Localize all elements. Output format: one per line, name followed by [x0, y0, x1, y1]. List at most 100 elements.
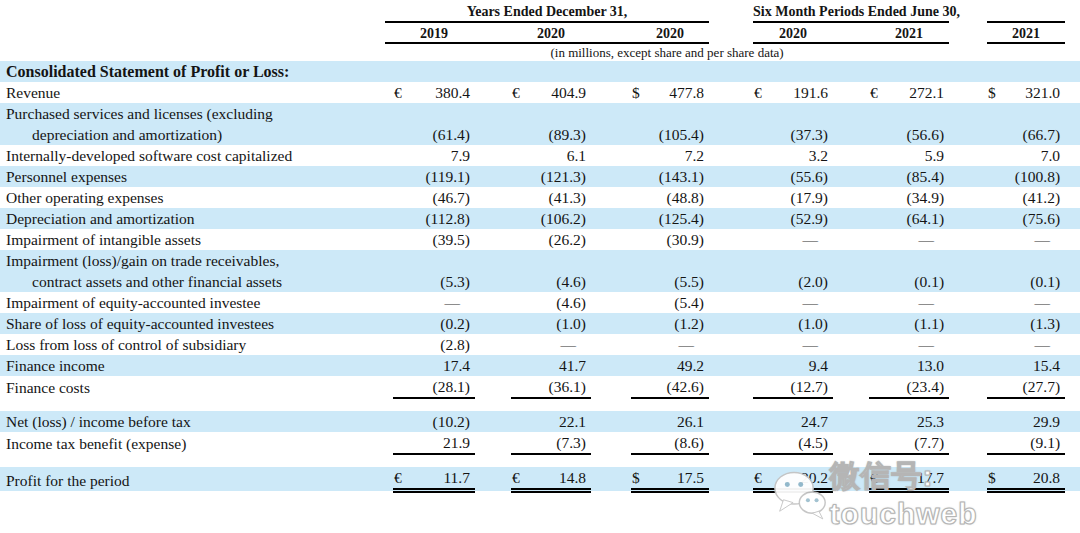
cell-value: (2.0) [771, 250, 833, 292]
row-label: Consolidated Statement of Profit or Loss… [0, 61, 385, 82]
table-body: Consolidated Statement of Profit or Loss… [0, 61, 1080, 491]
pad-cell [1065, 208, 1080, 229]
year-col-5: 2021 [869, 22, 949, 43]
currency-symbol [869, 411, 887, 432]
row-label: Depreciation and amortization [0, 208, 385, 229]
currency-symbol [987, 145, 1005, 166]
pad-cell [1065, 376, 1080, 398]
pad-cell [709, 292, 753, 313]
pad-cell [709, 411, 753, 432]
currency-symbol [753, 334, 771, 355]
cell-value: (42.6) [649, 376, 709, 398]
pad-cell [709, 145, 753, 166]
cell-value: 321.0 [1005, 82, 1065, 103]
table-row: Finance costs (28.1) (36.1) (42.6) (12.7) (23… [0, 376, 1080, 398]
currency-symbol [631, 432, 649, 454]
currency-symbol [393, 187, 411, 208]
currency-symbol: € [511, 467, 529, 491]
pad-cell [475, 250, 511, 292]
rule-cell [987, 0, 1065, 22]
cell-value: (17.9) [771, 187, 833, 208]
row-label-line: Internally-developed software cost capit… [6, 145, 385, 166]
pad-cell [1065, 145, 1080, 166]
pad-cell [949, 467, 987, 491]
pad-cell [475, 313, 511, 334]
currency-symbol [511, 292, 529, 313]
pad-cell [475, 82, 511, 103]
rule-cell [591, 22, 631, 43]
pad-cell [591, 411, 631, 432]
cell-value: 26.1 [649, 411, 709, 432]
pad-cell [591, 166, 631, 187]
cell-value: 29.9 [1005, 411, 1065, 432]
cell-value: (56.6) [887, 103, 949, 145]
pad-cell [949, 82, 987, 103]
cell-value: — [649, 334, 709, 355]
row-label-line: Loss from loss of control of subsidiary [6, 334, 385, 355]
spacer-cell [709, 22, 753, 43]
currency-symbol [631, 313, 649, 334]
rule-cell [833, 22, 869, 43]
currency-symbol [753, 166, 771, 187]
pad-cell [385, 432, 393, 454]
pad-cell [1065, 292, 1080, 313]
cell-value: (0.1) [887, 250, 949, 292]
pad-cell [709, 355, 753, 376]
currency-symbol [987, 166, 1005, 187]
cell-value: (12.7) [771, 376, 833, 398]
cell-value: (36.1) [529, 376, 591, 398]
pad-cell [833, 292, 869, 313]
cell-value: 41.7 [529, 355, 591, 376]
currency-symbol [869, 355, 887, 376]
table-row: Purchased services and licenses (excludi… [0, 103, 1080, 145]
currency-symbol [631, 187, 649, 208]
row-label: Impairment (loss)/gain on trade receivab… [0, 250, 385, 292]
pad-cell [385, 145, 393, 166]
pad-cell [949, 250, 987, 292]
currency-symbol [869, 208, 887, 229]
cell-value: (28.1) [411, 376, 475, 398]
cell-value: — [887, 229, 949, 250]
cell-value: (7.7) [887, 432, 949, 454]
pad-cell [833, 82, 869, 103]
currency-symbol [393, 103, 411, 145]
group-header-sixmonth: Six Month Periods Ended June 30, [753, 0, 949, 22]
cell-value: (61.4) [411, 103, 475, 145]
row-label: Income tax benefit (expense) [0, 432, 385, 454]
pad-cell [475, 355, 511, 376]
cell-value: (7.3) [529, 432, 591, 454]
pad-cell [833, 432, 869, 454]
pad-cell [475, 187, 511, 208]
spacer-row [0, 398, 1080, 411]
year-col-1: 2019 [393, 22, 475, 43]
pad-cell [709, 229, 753, 250]
cell-value: (39.5) [411, 229, 475, 250]
row-label-line: Purchased services and licenses (excludi… [6, 103, 385, 124]
cell-value: — [887, 292, 949, 313]
row-label-line: Finance income [6, 355, 385, 376]
financial-statement-table: Years Ended December 31, Six Month Perio… [0, 0, 1080, 493]
table-row: Personnel expenses(119.1)(121.3)(143.1)(… [0, 166, 1080, 187]
row-label: Finance costs [0, 376, 385, 398]
cell-value: — [1005, 334, 1065, 355]
table-row: Depreciation and amortization(112.8)(106… [0, 208, 1080, 229]
row-label-line: Depreciation and amortization [6, 208, 385, 229]
currency-symbol [393, 250, 411, 292]
pad-cell [709, 187, 753, 208]
pad-cell [949, 145, 987, 166]
cell-value: — [887, 334, 949, 355]
currency-symbol [393, 208, 411, 229]
spacer-cell [949, 22, 987, 43]
row-label-line: Profit for the period [6, 470, 385, 491]
currency-symbol [631, 292, 649, 313]
pad-cell [591, 82, 631, 103]
pad-cell [833, 411, 869, 432]
pad-cell [709, 103, 753, 145]
year-col-4: 2020 [753, 22, 833, 43]
currency-symbol [631, 334, 649, 355]
cell-value: (5.4) [649, 292, 709, 313]
row-label: Personnel expenses [0, 166, 385, 187]
cell-value: (23.4) [887, 376, 949, 398]
row-label-line: Consolidated Statement of Profit or Loss… [6, 61, 385, 82]
currency-symbol [753, 187, 771, 208]
